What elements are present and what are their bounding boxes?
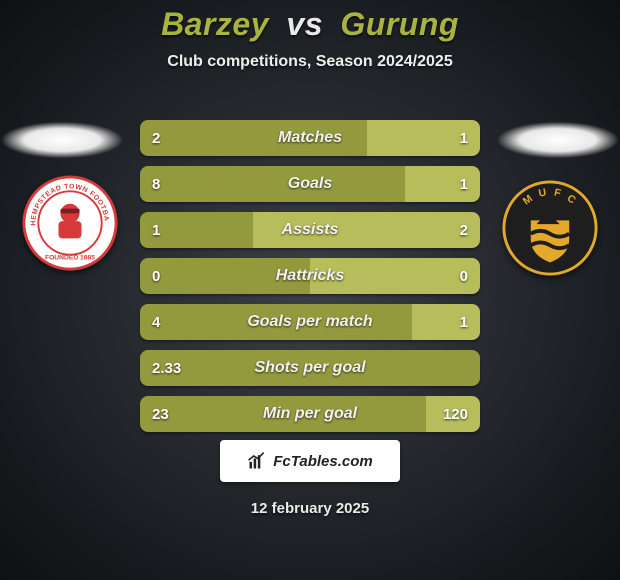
date-stamp: 12 february 2025 [0, 500, 620, 517]
stat-segment-left [140, 350, 480, 386]
branding-text: FcTables.com [273, 453, 372, 470]
subtitle: Club competitions, Season 2024/2025 [0, 53, 620, 71]
stat-row: Shots per goal2.33 [140, 350, 480, 386]
stat-segment-left [140, 120, 367, 156]
stat-row: Matches21 [140, 120, 480, 156]
club-badge-left: HEMEL HEMPSTEAD TOWN FOOTBALL CLUB FOUND… [22, 175, 118, 271]
stat-segment-left [140, 396, 426, 432]
stat-bars: Matches21 Goals81 Assists12 Hattricks00 Goal… [140, 120, 480, 442]
player2-name: Gurung [340, 6, 459, 42]
stat-segment-right [367, 120, 480, 156]
spotlight-right [498, 122, 618, 158]
stat-segment-left [140, 304, 412, 340]
vs-label: vs [278, 6, 331, 42]
stat-segment-left [140, 166, 405, 202]
stat-row: Assists12 [140, 212, 480, 248]
stat-segment-right [310, 258, 480, 294]
branding-badge: FcTables.com [220, 440, 400, 482]
stat-row: Min per goal23120 [140, 396, 480, 432]
stat-segment-right [405, 166, 480, 202]
stat-segment-left [140, 258, 310, 294]
chart-icon [247, 451, 267, 471]
stat-track [140, 166, 480, 202]
stat-segment-left [140, 212, 253, 248]
stat-row: Goals per match41 [140, 304, 480, 340]
stat-track [140, 304, 480, 340]
stat-track [140, 350, 480, 386]
stat-track [140, 120, 480, 156]
club-badge-right: M U F C [502, 180, 598, 276]
club-badge-right-icon: M U F C [502, 180, 598, 276]
stat-segment-right [253, 212, 480, 248]
stat-track [140, 212, 480, 248]
stat-track [140, 258, 480, 294]
club-badge-left-icon: HEMEL HEMPSTEAD TOWN FOOTBALL CLUB FOUND… [22, 175, 118, 271]
stat-row: Goals81 [140, 166, 480, 202]
stat-track [140, 396, 480, 432]
spotlight-left [2, 122, 122, 158]
comparison-infographic: Barzey vs Gurung Club competitions, Seas… [0, 0, 620, 580]
stat-segment-right [426, 396, 480, 432]
title: Barzey vs Gurung [0, 0, 620, 43]
stat-segment-right [412, 304, 480, 340]
svg-text:FOUNDED 1885: FOUNDED 1885 [45, 254, 95, 261]
stat-row: Hattricks00 [140, 258, 480, 294]
player1-name: Barzey [161, 6, 269, 42]
